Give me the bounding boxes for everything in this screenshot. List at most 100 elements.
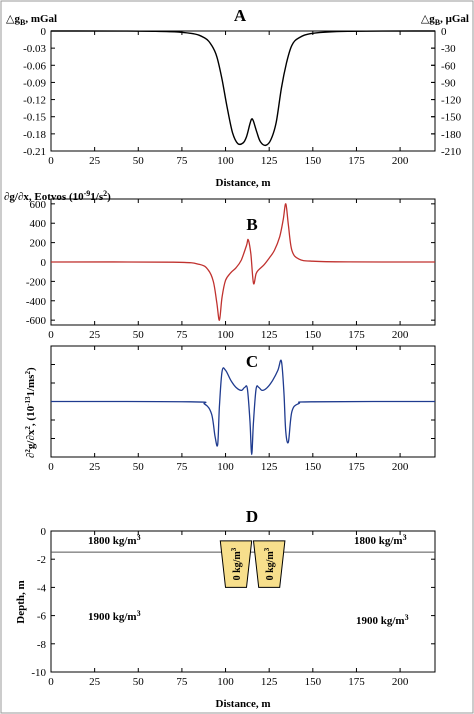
panel-d-density-upper-left: 1800 kg/m3 [88, 533, 141, 547]
panel-a-plot-frame [50, 30, 436, 152]
void-block-label-exp: 3 [230, 547, 238, 551]
panel-b-x-axis: 0 25 50 75 100 125 150 175 200 [48, 199, 409, 341]
y-tick-label: -0.15 [23, 112, 46, 124]
x-tick-label: 25 [89, 329, 101, 341]
panel-a-left-ylabel-unit: , mGal [25, 13, 57, 25]
x-tick-label: 175 [348, 155, 365, 167]
panel-b-ylabel-close: ) [107, 191, 111, 203]
panel-c-ylabel-mid: g/∂x [25, 429, 37, 449]
x-tick-label: 100 [217, 461, 234, 473]
x-tick-label: 75 [176, 329, 188, 341]
x-tick-label: 125 [261, 329, 278, 341]
y-tick-label: -0.12 [23, 95, 46, 107]
panel-a: A △gB, mGal △gB, μGal 0 25 50 75 100 125 150 17… [6, 6, 469, 189]
y-tick-label: -6 [37, 611, 47, 623]
x-tick-label: 0 [48, 155, 54, 167]
panel-d: D 0 kg/m30 kg/m3 1800 kg/m3 1800 kg/m3 1… [15, 507, 436, 710]
y-tick-label: -600 [26, 315, 47, 327]
panel-d-ylabel: Depth, m [15, 580, 27, 623]
panel-c-ylabel-close: ) [25, 367, 37, 371]
y-tick-label-right: -180 [441, 129, 462, 141]
y-tick-label: -0.03 [23, 43, 46, 55]
panel-a-left-ylabel-sub: B [20, 18, 26, 27]
panel-b: ∂g/∂x, Eotvos (10-91/s2) B 0 25 50 75 100 125… [4, 189, 436, 341]
panel-d-xlabel: Distance, m [216, 698, 271, 710]
panel-d-density-lower-left-value: 1900 kg/m [88, 611, 137, 623]
panel-d-y-axis: 0 -2 -4 -6 -8 -10 [31, 526, 435, 679]
y-tick-label-right: -60 [441, 60, 456, 72]
panel-a-left-ylabel-main: △g [6, 13, 20, 25]
panel-a-gravity-curve [50, 30, 436, 147]
panel-c-ylabel-exp-b: 2 [24, 426, 32, 430]
panel-c: C ∂2g/∂x2, (10-131/ms2) 0 25 50 75 100 125 150… [24, 345, 436, 473]
x-tick-label: 25 [89, 461, 101, 473]
y-tick-label: 0 [41, 526, 47, 538]
x-tick-label: 75 [176, 155, 188, 167]
x-tick-label: 125 [261, 155, 278, 167]
panel-d-density-lower-left-exp: 3 [137, 609, 141, 618]
x-tick-label: 175 [348, 329, 365, 341]
y-tick-label-right: 0 [441, 26, 447, 38]
x-tick-label: 100 [217, 329, 234, 341]
panel-c-ylabel-tail: 1/ms [25, 374, 37, 397]
panel-c-ylabel-exp-a: 2 [24, 449, 32, 453]
x-tick-label: 100 [217, 155, 234, 167]
panel-d-density-upper-left-value: 1800 kg/m [88, 535, 137, 547]
y-tick-label: -0.06 [23, 60, 46, 72]
x-tick-label: 75 [176, 676, 188, 688]
panel-d-blocks: 0 kg/m30 kg/m3 [219, 540, 286, 588]
panel-b-ylabel-main: ∂g/∂x, Eotvos (10 [4, 191, 84, 203]
y-tick-label: 600 [30, 199, 47, 211]
panel-c-y-axis [51, 345, 435, 458]
y-tick-label: -8 [37, 639, 47, 651]
x-tick-label: 100 [217, 676, 234, 688]
x-tick-label: 200 [392, 329, 409, 341]
panel-d-plot-frame [50, 530, 436, 673]
y-tick-label-right: -210 [441, 146, 462, 158]
panel-c-ylabel-exp-d: 2 [24, 371, 32, 375]
x-tick-label: 0 [48, 676, 54, 688]
x-tick-label: 200 [392, 155, 409, 167]
panel-d-letter: D [246, 507, 258, 526]
panel-a-right-ylabel-sub: B [435, 18, 441, 27]
panel-a-left-ylabel: △gB, mGal [6, 13, 57, 27]
x-tick-label: 200 [392, 676, 409, 688]
x-tick-label: 125 [261, 676, 278, 688]
panel-d-density-upper-right-exp: 3 [403, 533, 407, 542]
x-tick-label: 75 [176, 461, 188, 473]
y-tick-label: 0 [41, 26, 47, 38]
y-tick-label: -0.09 [23, 77, 46, 89]
y-tick-label-right: -150 [441, 112, 462, 124]
x-tick-label: 175 [348, 676, 365, 688]
y-tick-label: -400 [26, 296, 47, 308]
y-tick-label: 400 [30, 218, 47, 230]
x-tick-label: 0 [48, 329, 54, 341]
x-tick-label: 150 [305, 155, 322, 167]
y-tick-label: -2 [37, 554, 46, 566]
void-block-label-2: 0 kg/m3 [263, 547, 276, 580]
panel-d-density-lower-left: 1900 kg/m3 [88, 609, 141, 623]
x-tick-label: 50 [133, 155, 145, 167]
y-tick-label: 0 [41, 257, 47, 269]
panel-d-density-upper-left-exp: 3 [137, 533, 141, 542]
panel-b-first-derivative-curve [50, 203, 436, 321]
panel-b-ylabel-unit: 1/s [90, 191, 104, 203]
x-tick-label: 50 [133, 461, 145, 473]
void-block-label-value: 0 kg/m [265, 551, 276, 581]
panel-a-xlabel: Distance, m [216, 177, 271, 189]
x-tick-label: 25 [89, 676, 101, 688]
x-tick-label: 50 [133, 329, 145, 341]
panel-d-density-upper-right: 1800 kg/m3 [354, 533, 407, 547]
y-tick-label-right: -120 [441, 95, 462, 107]
panel-d-x-axis: 0 25 50 75 100 125 150 175 200 [48, 531, 409, 688]
y-tick-label: -10 [31, 667, 46, 679]
panel-a-letter: A [234, 6, 247, 25]
panel-c-ylabel-unit: , (10 [25, 405, 37, 426]
y-tick-label: -200 [26, 276, 47, 288]
void-block-1 [219, 540, 253, 588]
x-tick-label: 150 [305, 461, 322, 473]
panel-c-ylabel: ∂2g/∂x2, (10-131/ms2) [24, 367, 37, 458]
panel-a-right-ylabel-main: △g [421, 13, 435, 25]
